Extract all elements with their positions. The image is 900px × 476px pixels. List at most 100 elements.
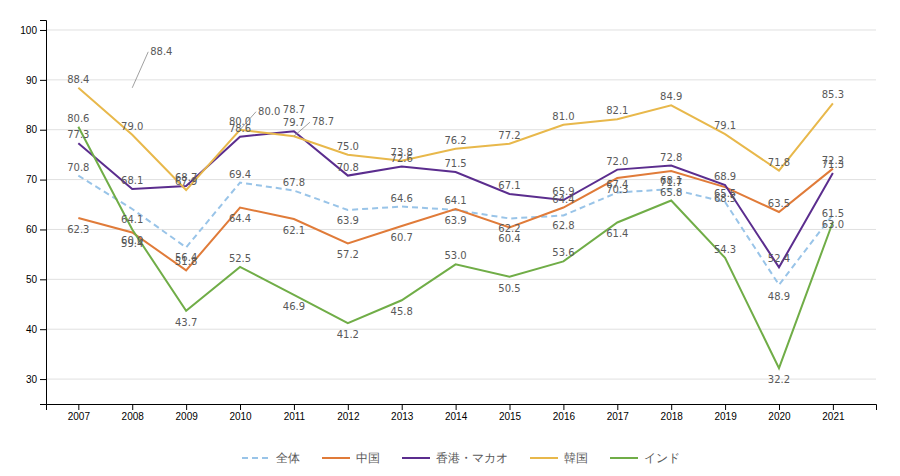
x-tick: 2017 <box>607 404 630 422</box>
grid-line <box>46 379 876 380</box>
data-label: 63.0 <box>822 219 844 230</box>
legend-label: 全体 <box>276 451 300 465</box>
data-label: 73.8 <box>391 147 413 158</box>
legend-label: 中国 <box>356 451 380 465</box>
data-label: 84.9 <box>660 91 682 102</box>
legend-item: 全体 <box>242 451 300 465</box>
data-label: 76.2 <box>444 135 466 146</box>
data-label: 79.1 <box>714 120 736 131</box>
data-label: 67.1 <box>498 180 520 191</box>
x-tick-mark <box>132 404 133 410</box>
series-line <box>78 127 833 368</box>
legend-item: 香港・マカオ <box>402 451 508 465</box>
y-tick: 80 <box>26 124 46 135</box>
y-tick-mark <box>40 80 46 81</box>
annotation: 78.7 <box>312 116 334 127</box>
legend-item: 中国 <box>322 451 380 465</box>
y-tick-mark <box>40 30 46 31</box>
data-label: 71.8 <box>768 157 790 168</box>
data-label: 46.9 <box>283 301 305 312</box>
x-tick: 2015 <box>499 404 522 422</box>
grid-line <box>46 279 876 280</box>
y-tick-label: 40 <box>26 324 38 335</box>
x-tick-label: 2017 <box>607 411 630 422</box>
x-tick-label: 2018 <box>661 411 684 422</box>
legend: 全体中国香港・マカオ韓国インド <box>242 451 680 465</box>
data-label: 63.9 <box>337 215 359 226</box>
legend-label: 韓国 <box>564 451 588 465</box>
data-label: 75.0 <box>337 141 359 152</box>
data-label: 68.1 <box>121 175 143 186</box>
x-tick: 2008 <box>122 404 145 422</box>
x-tick-label: 2016 <box>553 411 576 422</box>
y-tick-label: 80 <box>26 124 38 135</box>
y-tick: 30 <box>26 374 46 385</box>
x-tick: 2014 <box>445 404 468 422</box>
x-tick: 2007 <box>68 404 91 422</box>
data-label: 60.7 <box>391 232 413 243</box>
x-tick-label: 2015 <box>499 411 522 422</box>
data-label: 71.3 <box>822 159 844 170</box>
x-tick: 2009 <box>176 404 199 422</box>
leader-line <box>240 112 256 130</box>
y-tick: 60 <box>26 224 46 235</box>
data-label: 79.0 <box>121 121 143 132</box>
grid-line <box>46 79 876 80</box>
y-tick: 70 <box>26 174 46 185</box>
data-label: 79.7 <box>283 117 305 128</box>
data-label: 62.8 <box>552 220 574 231</box>
grid-line <box>46 179 876 180</box>
data-label: 68.5 <box>714 193 736 204</box>
y-axis-line <box>40 21 47 405</box>
legend-swatch <box>242 457 270 459</box>
data-label: 63.5 <box>768 198 790 209</box>
data-label: 63.9 <box>444 215 466 226</box>
x-tick: 2013 <box>391 404 414 422</box>
x-tick-label: 2019 <box>714 411 737 422</box>
data-label: 67.8 <box>283 177 305 188</box>
x-tick-mark <box>240 404 241 410</box>
y-tick-mark <box>40 229 46 230</box>
data-label: 72.8 <box>660 152 682 163</box>
x-tick-label: 2010 <box>229 411 252 422</box>
data-label: 77.2 <box>498 130 520 141</box>
x-tick-label: 2007 <box>68 411 91 422</box>
data-label: 77.3 <box>67 129 89 140</box>
data-label: 51.8 <box>175 256 197 267</box>
x-axis-line <box>47 405 877 411</box>
data-label: 68.9 <box>714 171 736 182</box>
legend-label: 香港・マカオ <box>436 451 508 465</box>
data-label: 61.5 <box>822 208 844 219</box>
x-tick-label: 2008 <box>122 411 145 422</box>
data-label: 80.6 <box>67 113 89 124</box>
x-tick-label: 2011 <box>284 411 306 422</box>
x-tick-mark <box>402 404 403 410</box>
legend-item: 韓国 <box>530 451 588 465</box>
y-tick-label: 50 <box>26 274 38 285</box>
x-tick: 2010 <box>229 404 252 422</box>
lines <box>78 88 833 368</box>
legend-swatch <box>402 457 430 459</box>
y-tick-mark <box>40 180 46 181</box>
data-label: 52.5 <box>229 253 251 264</box>
grid-line <box>46 229 876 230</box>
x-tick-mark <box>186 404 187 410</box>
y-tick-mark <box>40 329 46 330</box>
x-tick-mark <box>510 404 511 410</box>
x-tick: 2019 <box>714 404 737 422</box>
x-tick: 2016 <box>553 404 576 422</box>
data-label: 65.9 <box>552 186 574 197</box>
x-tick: 2021 <box>822 404 845 422</box>
y-tick-label: 70 <box>26 174 38 185</box>
data-label: 78.7 <box>283 104 305 115</box>
x-tick-mark <box>779 404 780 410</box>
grid-line <box>46 29 876 30</box>
x-tick-label: 2020 <box>768 411 791 422</box>
legend-swatch <box>322 457 350 459</box>
series-line <box>78 176 833 285</box>
annotation: 80.0 <box>258 106 280 117</box>
data-label: 70.3 <box>606 184 628 195</box>
data-label: 64.6 <box>391 193 413 204</box>
data-label: 65.8 <box>660 187 682 198</box>
y-tick-label: 90 <box>26 75 38 86</box>
